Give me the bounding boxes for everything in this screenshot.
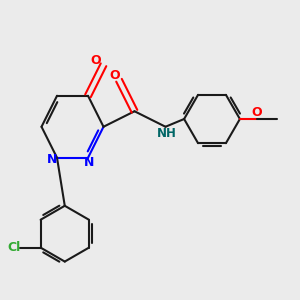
Text: N: N [47,153,58,166]
Text: N: N [84,156,95,169]
Text: Cl: Cl [8,241,21,254]
Text: O: O [109,69,120,82]
Text: O: O [252,106,262,119]
Text: O: O [90,54,101,67]
Text: NH: NH [157,127,177,140]
